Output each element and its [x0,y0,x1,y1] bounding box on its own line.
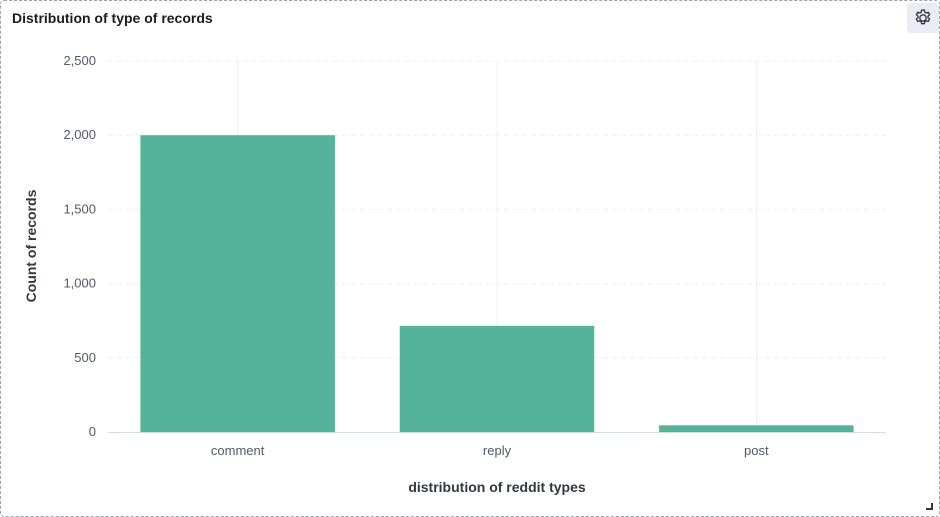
resize-handle-icon[interactable] [926,503,933,510]
gear-icon [915,9,931,25]
panel-settings-button[interactable] [907,3,939,33]
y-tick-label: 2,500 [63,53,96,68]
bar-reply[interactable] [399,325,595,432]
y-axis-title: Count of records [23,189,39,302]
x-axis-title: distribution of reddit types [408,479,586,495]
x-axis-ticks: comment reply post [108,432,886,458]
panel-title: Distribution of type of records [12,10,213,26]
x-tick-label: comment [211,443,265,458]
y-tick-label: 0 [89,424,96,439]
bar-comment[interactable] [140,135,335,432]
y-tick-label: 1,000 [63,276,96,291]
bar-post[interactable] [659,425,854,432]
x-tick-label: reply [483,443,512,458]
x-tick-label: post [744,443,769,458]
bars [140,135,854,432]
y-tick-label: 1,500 [63,201,96,216]
y-tick-label: 500 [74,350,96,365]
y-axis-ticks: 0 500 1,000 1,500 2,000 2,500 [63,53,96,439]
y-tick-label: 2,000 [63,127,96,142]
